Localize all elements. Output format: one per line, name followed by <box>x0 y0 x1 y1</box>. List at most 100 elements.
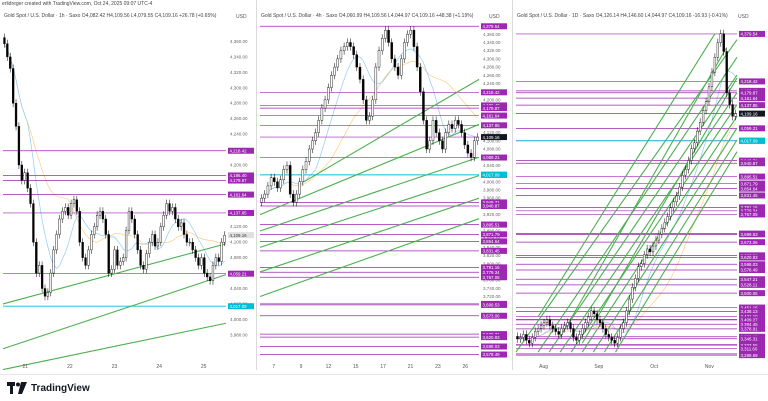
candle-body <box>675 195 678 202</box>
trend-line <box>581 77 738 344</box>
y-tick-label: 4,000.00 <box>483 179 501 184</box>
y-tick-label: 3,840.00 <box>483 245 501 250</box>
candle-body <box>107 234 110 274</box>
candle-body <box>323 99 327 109</box>
candle-body <box>52 249 55 274</box>
candle-body <box>122 257 125 262</box>
x-tick-label: 24 <box>156 364 162 370</box>
moving-average-slow <box>261 61 478 199</box>
level-tag <box>739 95 765 102</box>
chart-svg-1h[interactable]: 3,980.004,000.004,020.004,040.004,060.00… <box>0 0 254 370</box>
candle-body <box>119 261 122 266</box>
x-tick-label: 21 <box>23 364 29 370</box>
y-tick-label: 4,040.00 <box>483 163 501 168</box>
candle-body <box>592 310 596 314</box>
candle-body <box>214 257 217 266</box>
y-tick-label: 4,340.00 <box>230 54 248 59</box>
candle-body <box>333 66 336 76</box>
candle-body <box>124 230 128 258</box>
y-tick-label: 4,000.00 <box>230 317 248 322</box>
level-label: 4,109.16 <box>483 135 501 140</box>
y-tick-label: 4,100.00 <box>483 138 501 143</box>
candle-body <box>78 211 81 243</box>
candle-body <box>40 265 44 289</box>
candle-body <box>431 120 435 142</box>
candle-body <box>542 322 546 326</box>
level-tag <box>481 238 507 245</box>
panel-1h[interactable]: Gold Spot / U.S. Dollar · 1h · Saxo O4,0… <box>0 0 254 370</box>
candle-body <box>361 79 365 101</box>
candle-body <box>519 337 522 340</box>
x-tick-label: 26 <box>463 364 469 370</box>
candle-body <box>444 132 447 150</box>
level-label: 3,871.79 <box>741 181 759 186</box>
level-tag <box>228 172 254 179</box>
candle-body <box>447 124 451 133</box>
level-label: 3,451.15 <box>741 305 759 310</box>
level-label: 3,289.69 <box>741 353 759 358</box>
candle-body <box>450 124 454 129</box>
x-tick-label: 7 <box>272 364 275 370</box>
panel-4h[interactable]: Gold Spot / U.S. Dollar · 4h · Saxo O4,0… <box>256 0 511 370</box>
y-tick-label: 3,960.00 <box>483 196 501 201</box>
candle-body <box>539 325 543 329</box>
candle-body <box>26 172 29 189</box>
y-tick-label: 4,260.00 <box>230 116 248 121</box>
level-tag <box>739 110 765 117</box>
candle-body <box>409 29 412 35</box>
candle-body <box>314 132 317 142</box>
cyan-level-label: 4,017.09 <box>483 173 501 178</box>
level-tag <box>739 276 765 283</box>
trend-line <box>2 322 227 370</box>
trend-line <box>259 175 480 248</box>
candle-body <box>185 234 189 243</box>
candle-body <box>67 207 70 216</box>
level-label: 3,500.05 <box>741 291 759 296</box>
candle-body <box>569 322 572 329</box>
candle-body <box>438 132 441 142</box>
chart-svg-1d[interactable]: 4,379.544,218.424,186.404,179.874,161.64… <box>513 0 768 370</box>
panel-1d[interactable]: Gold Spot / U.S. Dollar · 1D · Saxo O4,1… <box>512 0 768 370</box>
y-tick-label: 4,120.00 <box>483 130 501 135</box>
level-tag <box>739 267 765 274</box>
candle-body <box>12 68 15 104</box>
candle-body <box>584 322 587 329</box>
level-tag <box>481 274 507 281</box>
candle-body <box>208 276 212 281</box>
candle-body <box>14 103 18 127</box>
chart-svg-4h[interactable]: 3,720.003,740.003,760.003,780.003,800.00… <box>257 0 511 370</box>
candle-body <box>339 50 343 60</box>
candle-body <box>220 241 223 262</box>
candle-body <box>194 249 197 258</box>
candle-body <box>84 257 87 266</box>
candle-body <box>419 66 422 92</box>
candle-body <box>352 46 355 55</box>
candle-body <box>589 310 593 317</box>
level-tag <box>481 269 507 276</box>
candle-body <box>17 126 21 166</box>
x-tick-label: 17 <box>380 364 386 370</box>
level-label: 3,767.05 <box>741 212 759 217</box>
candle-body <box>263 193 266 199</box>
candle-body <box>731 104 734 117</box>
level-tag <box>739 78 765 85</box>
level-label: 4,161.64 <box>230 192 248 197</box>
candle-body <box>368 116 371 121</box>
cyan-level-label: 4,017.09 <box>230 304 248 309</box>
candle-body <box>38 265 41 274</box>
candle-body <box>153 234 157 247</box>
tradingview-logo[interactable]: TradingView <box>7 382 90 394</box>
candle-body <box>625 310 628 323</box>
y-tick-label: 4,320.00 <box>230 70 248 75</box>
candle-body <box>604 328 608 335</box>
candle-body <box>587 316 590 323</box>
candle-body <box>98 211 102 216</box>
candle-body <box>188 241 191 244</box>
level-tag <box>739 281 765 288</box>
candle-body <box>133 218 136 235</box>
candle-body <box>704 101 708 111</box>
level-label: 3,578.49 <box>741 268 759 273</box>
candle-body <box>223 235 226 243</box>
level-tag <box>739 231 765 238</box>
level-tag <box>739 30 765 37</box>
